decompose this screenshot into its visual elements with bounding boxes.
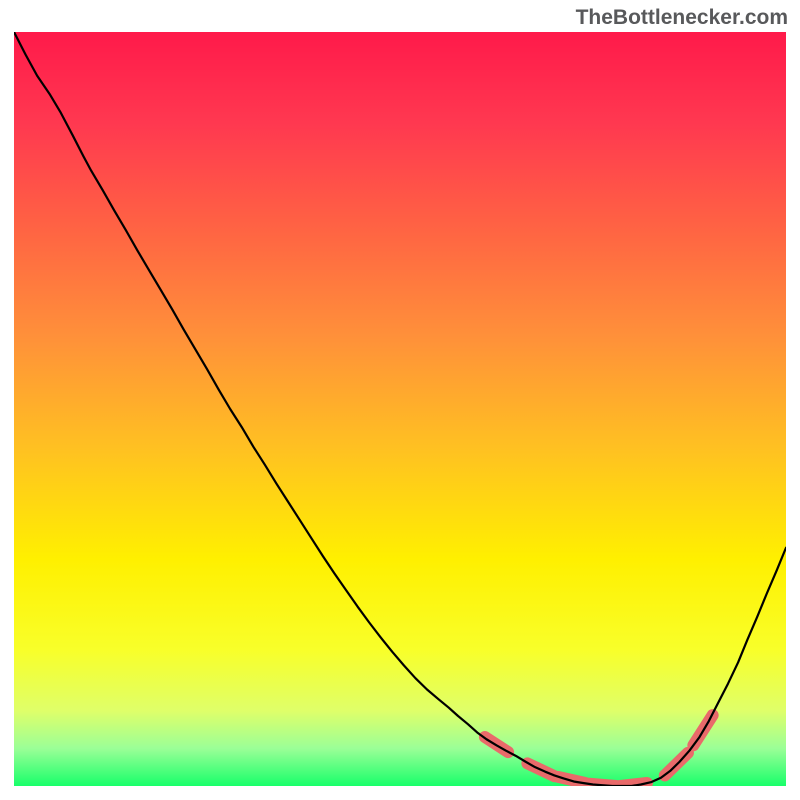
chart-container: TheBottlenecker.com (0, 0, 800, 800)
markers-group (485, 715, 713, 786)
curve-layer (14, 32, 786, 786)
plot-area (14, 32, 786, 786)
watermark-text: TheBottlenecker.com (576, 6, 788, 30)
bottleneck-curve (14, 32, 786, 786)
